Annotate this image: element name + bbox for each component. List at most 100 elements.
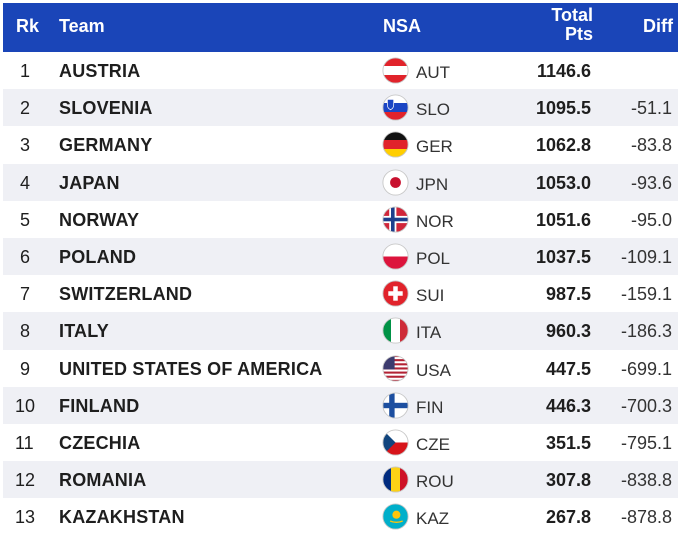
flag-kazakhstan-icon <box>382 503 409 530</box>
row-rank: 12 <box>15 470 36 491</box>
row-total-pts: 987.5 <box>545 284 591 305</box>
row-rank: 3 <box>20 135 31 156</box>
row-rank: 2 <box>20 98 31 119</box>
flag-switzerland-icon <box>382 280 409 307</box>
row-nsa-code: NOR <box>416 211 454 231</box>
row-team-name[interactable]: POLAND <box>59 246 137 267</box>
table-row: 3 GERMANY GER 1062.8 -83.8 <box>3 126 678 164</box>
row-nsa-code: ITA <box>416 323 442 343</box>
row-rank: 1 <box>20 61 31 81</box>
header-team[interactable]: Team <box>59 16 105 36</box>
row-nsa-code: POL <box>416 248 451 268</box>
flag-czechia-icon <box>382 429 409 456</box>
row-team-name[interactable]: CZECHIA <box>59 432 141 453</box>
flag-slovenia-icon <box>382 94 409 121</box>
row-rank: 4 <box>20 172 31 193</box>
row-diff: -838.8 <box>620 470 672 491</box>
header-diff[interactable]: Diff <box>643 16 673 36</box>
row-nsa-code: AUT <box>416 63 450 82</box>
row-total-pts: 1146.6 <box>536 61 591 81</box>
row-total-pts: 1037.5 <box>535 246 591 267</box>
row-diff: -109.1 <box>620 246 672 267</box>
row-diff: -186.3 <box>620 321 672 342</box>
table-row: 1 AUSTRIA AUT 1146.6 <box>3 52 678 90</box>
row-total-pts: 1051.6 <box>535 209 591 230</box>
row-total-pts: 267.8 <box>545 507 591 528</box>
table-row: 2 SLOVENIA SLO 1095.5 -51.1 <box>3 89 678 127</box>
table-row: 4 JAPAN JPN 1053.0 -93.6 <box>3 163 678 201</box>
row-nsa-code: GER <box>416 137 453 157</box>
table-row: 9 UNITED STATES OF AMERICA USA 447.5 -699.1 <box>3 349 678 387</box>
row-nsa-code: JPN <box>416 174 449 194</box>
row-diff: -878.8 <box>620 507 672 528</box>
row-total-pts: 351.5 <box>545 432 591 453</box>
row-rank: 10 <box>15 395 36 416</box>
row-rank: 13 <box>15 507 36 528</box>
row-nsa-code: KAZ <box>416 509 450 529</box>
header-nsa[interactable]: NSA <box>383 16 422 36</box>
table-row: 13 KAZAKHSTAN KAZ 267.8 -878.8 <box>3 498 678 535</box>
row-nsa-code: SLO <box>416 100 451 120</box>
row-rank: 11 <box>15 432 34 453</box>
row-team-name[interactable]: GERMANY <box>59 135 153 156</box>
row-team-name[interactable]: ITALY <box>59 321 110 342</box>
header-total-line2: Pts <box>564 24 593 44</box>
table-row: 6 POLAND POL 1037.5 -109.1 <box>3 237 678 276</box>
row-team-name[interactable]: FINLAND <box>59 395 140 416</box>
row-team-name[interactable]: NORWAY <box>59 209 140 230</box>
header-total-pts[interactable]: Total Pts <box>513 6 593 44</box>
flag-italy-icon <box>382 317 409 344</box>
row-rank: 8 <box>20 321 31 342</box>
row-total-pts: 960.3 <box>545 321 591 342</box>
row-nsa-code: CZE <box>416 434 450 454</box>
flag-germany-icon <box>382 131 409 158</box>
row-total-pts: 1095.5 <box>535 98 591 119</box>
table-row: 8 ITALY ITA 960.3 -186.3 <box>3 312 678 350</box>
flag-japan-icon <box>382 169 409 196</box>
table-body: 1 AUSTRIA AUT 1146.6 2 SLOVENIA SLO 1095.5 -51.1… <box>3 52 678 535</box>
row-diff: -93.6 <box>630 172 672 193</box>
flag-norway-icon <box>382 206 409 233</box>
row-total-pts: 307.8 <box>545 470 591 491</box>
row-diff: -83.8 <box>630 135 672 156</box>
table-header: Rk Team NSA Total Pts Diff <box>3 3 678 52</box>
flag-austria-icon <box>382 57 409 84</box>
row-rank: 9 <box>20 358 31 379</box>
flag-romania-icon <box>382 466 409 493</box>
row-diff: -699.1 <box>620 358 672 379</box>
row-rank: 5 <box>20 209 31 230</box>
row-nsa-code: FIN <box>416 397 444 417</box>
row-team-name[interactable]: JAPAN <box>59 172 120 193</box>
flag-finland-icon <box>382 392 409 419</box>
row-team-name[interactable]: AUSTRIA <box>59 61 141 81</box>
row-diff: -51.1 <box>630 98 672 119</box>
standings-table: Rk Team NSA Total Pts Diff 1 AUSTRIA AUT 11… <box>3 3 678 535</box>
row-total-pts: 1053.0 <box>535 172 591 193</box>
flag-poland-icon <box>382 243 409 270</box>
row-nsa-code: ROU <box>416 472 454 492</box>
row-rank: 6 <box>20 246 31 267</box>
header-rank[interactable]: Rk <box>16 16 40 36</box>
row-nsa-code: SUI <box>416 286 445 306</box>
row-team-name[interactable]: ROMANIA <box>59 470 147 491</box>
row-diff: -159.1 <box>620 284 672 305</box>
flag-usa-icon <box>382 354 409 382</box>
row-total-pts: 446.3 <box>545 395 591 416</box>
header-total-line1: Total <box>551 5 593 25</box>
row-total-pts: 1062.8 <box>535 135 591 156</box>
table-row: 11 CZECHIA CZE 351.5 -795.1 <box>3 423 678 462</box>
row-team-name[interactable]: SLOVENIA <box>59 98 153 119</box>
table-row: 7 SWITZERLAND SUI 987.5 -159.1 <box>3 275 678 313</box>
row-team-name[interactable]: SWITZERLAND <box>59 284 193 305</box>
table-row: 10 FINLAND FIN 446.3 -700.3 <box>3 386 678 424</box>
row-team-name[interactable]: UNITED STATES OF AMERICA <box>59 358 323 379</box>
table-row: 5 NORWAY NOR 1051.6 -95.0 <box>3 200 678 238</box>
row-team-name[interactable]: KAZAKHSTAN <box>59 507 185 528</box>
row-diff: -795.1 <box>620 432 672 453</box>
row-diff: -700.3 <box>620 395 672 416</box>
row-nsa-code: USA <box>416 360 451 380</box>
table-row: 12 ROMANIA ROU 307.8 -838.8 <box>3 461 678 499</box>
row-rank: 7 <box>20 284 31 305</box>
row-diff: -95.0 <box>630 209 672 230</box>
row-total-pts: 447.5 <box>545 358 591 379</box>
